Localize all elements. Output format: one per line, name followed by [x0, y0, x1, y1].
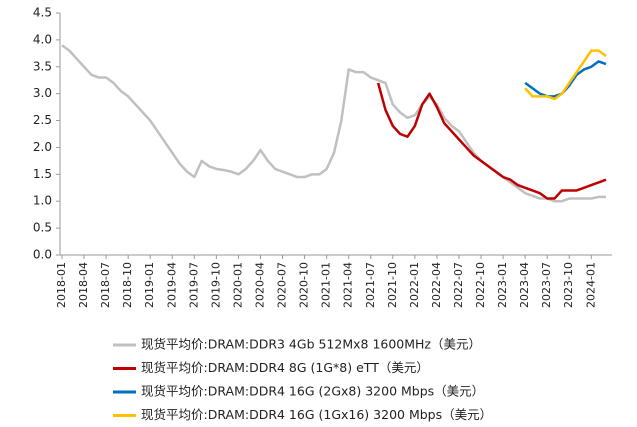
x-tick-label: 2022-04: [430, 262, 443, 308]
x-tick-label: 2022-01: [408, 262, 421, 308]
x-tick-label: 2019-01: [143, 262, 156, 308]
y-tick-label: 2.5: [33, 113, 52, 127]
x-tick-label: 2022-07: [452, 262, 465, 308]
x-tick-label: 2023-04: [518, 262, 531, 308]
x-tick-label: 2021-07: [364, 262, 377, 308]
x-tick-label: 2020-04: [253, 262, 266, 308]
x-tick-label: 2020-07: [276, 262, 289, 308]
legend-label: 现货平均价:DRAM:DDR3 4Gb 512Mx8 1600MHz（美元）: [141, 337, 481, 352]
legend-label: 现货平均价:DRAM:DDR4 8G (1G*8) eTT（美元）: [141, 360, 429, 375]
x-tick-label: 2018-01: [55, 262, 68, 308]
x-tick-label: 2020-01: [231, 262, 244, 308]
y-tick-label: 2.0: [33, 140, 52, 154]
y-tick-label: 3.0: [33, 86, 52, 100]
x-tick-label: 2023-07: [540, 262, 553, 308]
x-tick-label: 2023-01: [496, 262, 509, 308]
y-tick-label: 4.0: [33, 32, 52, 46]
x-tick-label: 2019-07: [187, 262, 200, 308]
y-tick-label: 0.5: [33, 221, 52, 235]
x-tick-label: 2019-10: [209, 262, 222, 308]
series-line: [524, 49, 607, 101]
x-tick-label: 2021-04: [342, 262, 355, 308]
y-tick-label: 3.5: [33, 59, 52, 73]
series-line: [376, 82, 607, 200]
x-tick-label: 2023-10: [562, 262, 575, 308]
x-tick-label: 2024-01: [584, 262, 597, 308]
series-line: [61, 44, 606, 203]
x-tick-label: 2018-10: [121, 262, 134, 308]
x-tick-label: 2021-01: [320, 262, 333, 308]
y-tick-label: 1.5: [33, 167, 52, 181]
x-tick-label: 2018-07: [99, 262, 112, 308]
legend-label: 现货平均价:DRAM:DDR4 16G (1Gx16) 3200 Mbps（美元…: [141, 407, 492, 422]
y-tick-label: 4.5: [33, 6, 52, 20]
legend-label: 现货平均价:DRAM:DDR4 16G (2Gx8) 3200 Mbps（美元）: [141, 384, 484, 399]
x-tick-label: 2022-10: [474, 262, 487, 308]
y-tick-label: 1.0: [33, 194, 52, 208]
x-tick-label: 2018-04: [77, 262, 90, 308]
x-tick-label: 2019-04: [165, 262, 178, 308]
x-tick-label: 2021-10: [386, 262, 399, 308]
x-tick-label: 2020-10: [298, 262, 311, 308]
y-tick-label: 0.0: [33, 248, 52, 262]
series-line: [524, 60, 607, 98]
